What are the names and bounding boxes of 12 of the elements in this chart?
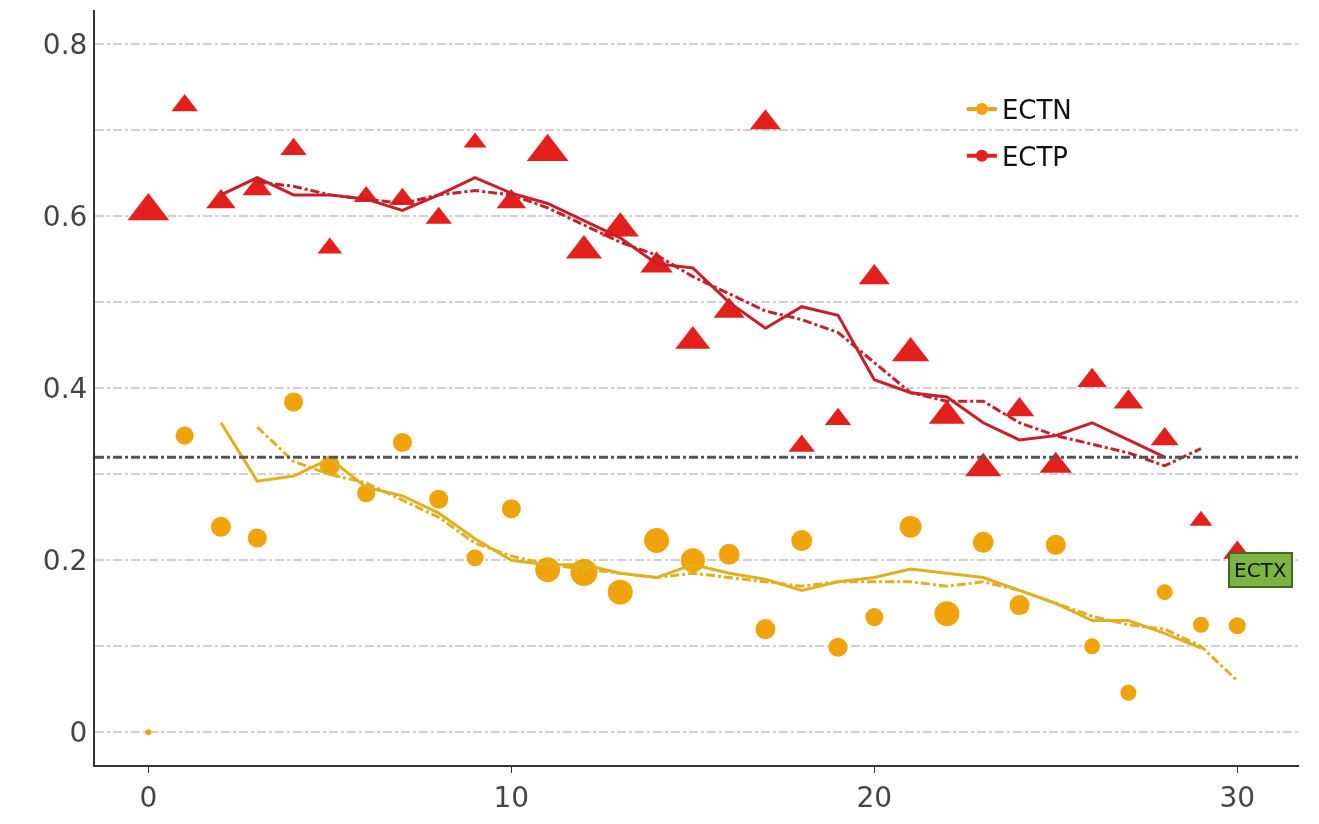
x-tick-label: 10 <box>493 780 530 814</box>
y-tick-label: 0.8 <box>42 28 88 62</box>
legend-label: ECTP <box>1001 141 1069 172</box>
y-tick-label: 0.2 <box>42 544 88 578</box>
x-tick-label: 0 <box>139 780 158 814</box>
x-tick-label: 20 <box>856 780 893 814</box>
y-tick-label: 0.6 <box>42 200 88 234</box>
y-tick-label: 0 <box>69 716 88 750</box>
x-tick-label: 30 <box>1219 780 1256 814</box>
annotation: ECTX <box>1234 558 1287 582</box>
y-tick-label: 0.4 <box>42 372 88 406</box>
legend-label: ECTN <box>1001 95 1072 126</box>
